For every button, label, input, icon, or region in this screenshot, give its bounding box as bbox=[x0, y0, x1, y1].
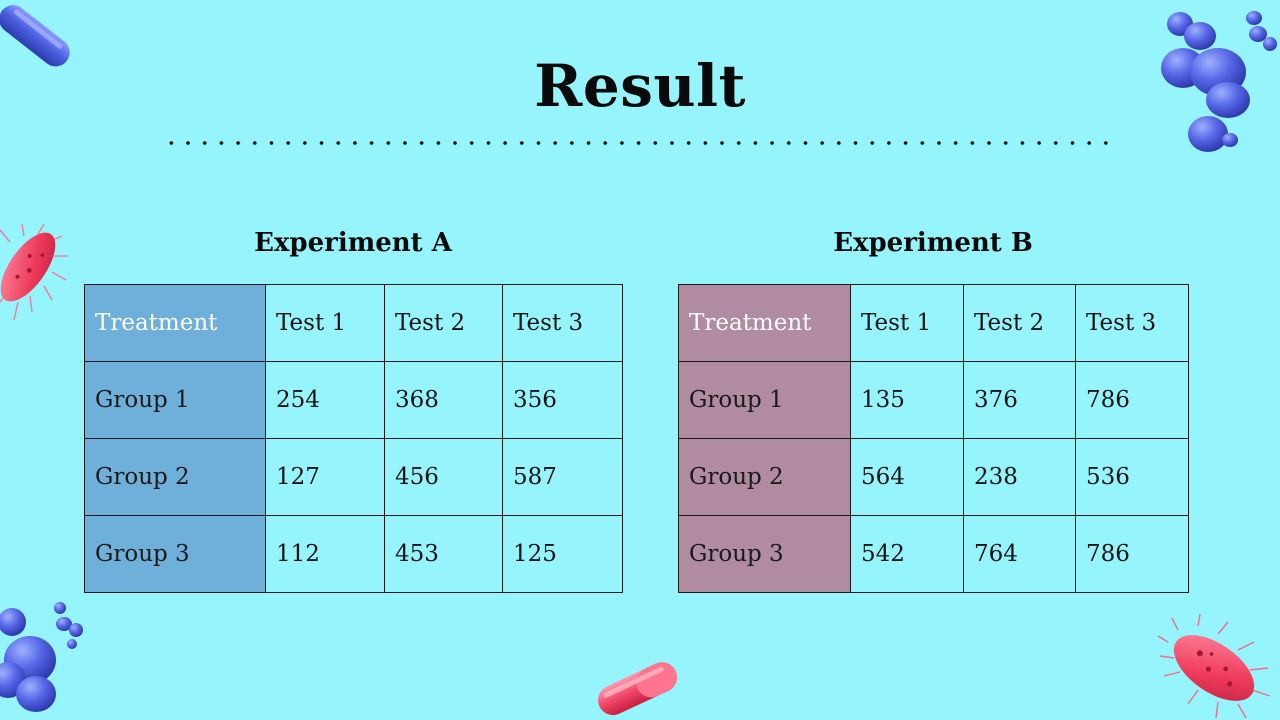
table-cell: 786 bbox=[1075, 361, 1189, 439]
table-header-row: Treatment Test 1 Test 2 Test 3 bbox=[84, 284, 623, 362]
table-cell: 564 bbox=[850, 438, 964, 516]
cocci-cluster-icon bbox=[0, 602, 83, 712]
row-label-cell: Group 3 bbox=[678, 515, 851, 593]
table-row: Group 1 254 368 356 bbox=[84, 361, 623, 439]
capsule-icon bbox=[598, 662, 677, 716]
bacterium-icon bbox=[1158, 613, 1271, 719]
table-header-cell: Treatment bbox=[84, 284, 266, 362]
row-label-cell: Group 1 bbox=[84, 361, 266, 439]
row-label-cell: Group 1 bbox=[678, 361, 851, 439]
table-cell: 542 bbox=[850, 515, 964, 593]
table-header-cell: Test 1 bbox=[265, 284, 385, 362]
table-cell: 112 bbox=[265, 515, 385, 593]
table-cell: 536 bbox=[1075, 438, 1189, 516]
table-cell: 368 bbox=[384, 361, 503, 439]
table-cell: 764 bbox=[963, 515, 1076, 593]
experiment-a-title: Experiment A bbox=[254, 228, 452, 258]
table-cell: 254 bbox=[265, 361, 385, 439]
table-header-cell: Test 2 bbox=[384, 284, 503, 362]
page-title: Result bbox=[534, 52, 746, 120]
table-header-cell: Test 3 bbox=[502, 284, 623, 362]
row-label-cell: Group 3 bbox=[84, 515, 266, 593]
table-header-cell: Test 2 bbox=[963, 284, 1076, 362]
table-cell: 125 bbox=[502, 515, 623, 593]
table-row: Group 1 135 376 786 bbox=[678, 361, 1189, 439]
table-cell: 127 bbox=[265, 438, 385, 516]
table-row: Group 3 112 453 125 bbox=[84, 515, 623, 593]
row-label-cell: Group 2 bbox=[678, 438, 851, 516]
table-header-cell: Test 1 bbox=[850, 284, 964, 362]
capsule-icon bbox=[0, 5, 70, 67]
table-row: Group 2 127 456 587 bbox=[84, 438, 623, 516]
table-header-cell: Test 3 bbox=[1075, 284, 1189, 362]
table-cell: 786 bbox=[1075, 515, 1189, 593]
row-label-cell: Group 2 bbox=[84, 438, 266, 516]
table-row: Group 3 542 764 786 bbox=[678, 515, 1189, 593]
table-cell: 456 bbox=[384, 438, 503, 516]
experiment-b-title: Experiment B bbox=[833, 228, 1033, 258]
experiment-b-table: Treatment Test 1 Test 2 Test 3 Group 1 1… bbox=[678, 284, 1189, 593]
table-cell: 238 bbox=[963, 438, 1076, 516]
table-cell: 376 bbox=[963, 361, 1076, 439]
table-header-cell: Treatment bbox=[678, 284, 851, 362]
dotted-divider bbox=[163, 140, 1118, 146]
table-row: Group 2 564 238 536 bbox=[678, 438, 1189, 516]
table-cell: 453 bbox=[384, 515, 503, 593]
cocci-cluster-icon bbox=[1161, 11, 1277, 152]
table-cell: 135 bbox=[850, 361, 964, 439]
experiment-a-table: Treatment Test 1 Test 2 Test 3 Group 1 2… bbox=[84, 284, 623, 593]
table-header-row: Treatment Test 1 Test 2 Test 3 bbox=[678, 284, 1189, 362]
table-cell: 356 bbox=[502, 361, 623, 439]
table-cell: 587 bbox=[502, 438, 623, 516]
bacterium-icon bbox=[0, 223, 68, 321]
